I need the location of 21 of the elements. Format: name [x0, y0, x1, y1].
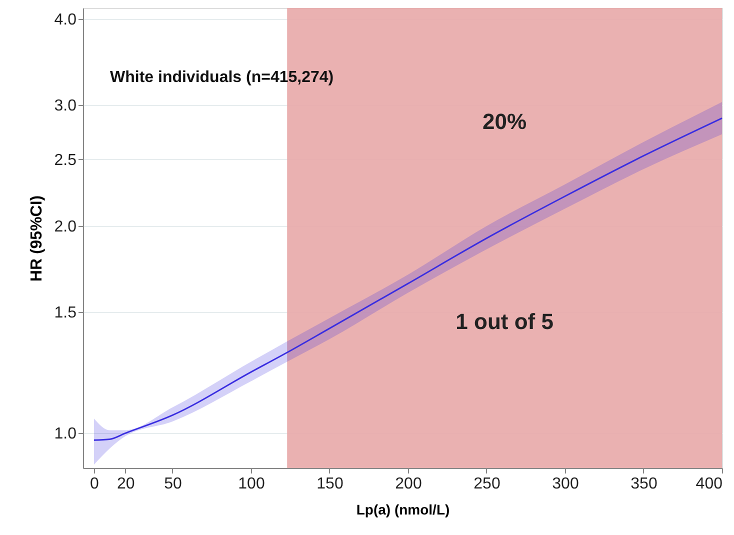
x-tick-label: 150 [316, 476, 344, 492]
y-tick-label: 3.0 [54, 97, 77, 114]
annotation: 1 out of 5 [456, 309, 554, 334]
x-tick-label: 300 [552, 476, 579, 492]
x-tick-label: 350 [630, 476, 658, 492]
x-tick-label: 50 [164, 476, 182, 492]
x-tick-label: 400 [696, 476, 723, 492]
x-tick-label: 100 [238, 476, 265, 492]
y-tick-label: 4.0 [54, 12, 77, 28]
x-axis-title: Lp(a) (nmol/L) [356, 502, 450, 518]
y-tick-label: 2.0 [54, 218, 77, 236]
x-tick-label: 200 [395, 476, 422, 492]
annotation: 20% [482, 109, 527, 134]
y-axis-title: HR (95%CI) [28, 195, 46, 282]
x-tick-label: 250 [474, 476, 500, 492]
x-tick-label: 20 [116, 476, 135, 492]
y-tick-label: 1.5 [54, 304, 77, 322]
x-tick-label: 0 [90, 476, 100, 492]
annotation: White individuals (n=415,274) [110, 69, 334, 86]
y-tick-label: 2.5 [54, 152, 77, 169]
y-tick-label: 1.0 [54, 426, 77, 443]
